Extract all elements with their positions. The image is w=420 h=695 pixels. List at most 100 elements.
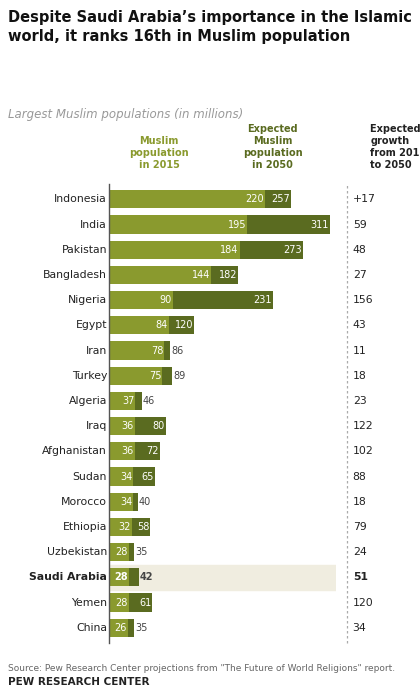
Text: 59: 59 bbox=[353, 220, 366, 229]
Text: 86: 86 bbox=[171, 345, 184, 356]
Bar bbox=[135, 442, 160, 460]
Text: +17: +17 bbox=[353, 195, 375, 204]
Bar bbox=[109, 265, 211, 284]
Bar bbox=[109, 215, 247, 234]
Text: 220: 220 bbox=[245, 195, 264, 204]
Text: 42: 42 bbox=[140, 573, 154, 582]
Bar bbox=[129, 543, 134, 562]
Text: Bangladesh: Bangladesh bbox=[43, 270, 107, 280]
Text: 46: 46 bbox=[143, 396, 155, 406]
Text: Algeria: Algeria bbox=[69, 396, 107, 406]
Text: 37: 37 bbox=[122, 396, 134, 406]
Text: 184: 184 bbox=[220, 245, 239, 254]
Text: 65: 65 bbox=[142, 471, 154, 482]
Text: 34: 34 bbox=[120, 471, 132, 482]
Bar bbox=[109, 619, 128, 637]
Text: 28: 28 bbox=[114, 573, 128, 582]
Bar bbox=[109, 316, 169, 334]
Bar bbox=[129, 569, 139, 587]
Bar bbox=[128, 619, 134, 637]
Text: 72: 72 bbox=[147, 446, 159, 457]
Bar bbox=[135, 392, 142, 410]
Text: 90: 90 bbox=[160, 295, 172, 305]
Text: 32: 32 bbox=[118, 522, 131, 532]
Text: 11: 11 bbox=[353, 345, 366, 356]
Text: Iran: Iran bbox=[86, 345, 107, 356]
Text: 40: 40 bbox=[139, 497, 151, 507]
Bar bbox=[109, 565, 336, 590]
Text: Ethiopia: Ethiopia bbox=[63, 522, 107, 532]
Bar bbox=[109, 468, 133, 486]
Bar bbox=[109, 190, 265, 208]
Text: Source: Pew Research Center projections from "The Future of World Religions" rep: Source: Pew Research Center projections … bbox=[8, 664, 396, 673]
Text: 88: 88 bbox=[353, 471, 366, 482]
Text: 182: 182 bbox=[219, 270, 237, 280]
Bar bbox=[109, 493, 133, 511]
Text: 18: 18 bbox=[353, 370, 366, 381]
Bar bbox=[109, 392, 135, 410]
Text: 156: 156 bbox=[353, 295, 373, 305]
Text: 75: 75 bbox=[149, 370, 161, 381]
Text: 61: 61 bbox=[139, 598, 151, 607]
Bar bbox=[133, 468, 155, 486]
Bar bbox=[165, 341, 170, 359]
Text: Pakistan: Pakistan bbox=[62, 245, 107, 254]
Text: Expected
Muslim
population
in 2050: Expected Muslim population in 2050 bbox=[243, 124, 302, 170]
Bar bbox=[240, 240, 303, 259]
Text: 273: 273 bbox=[283, 245, 302, 254]
Text: Muslim
population
in 2015: Muslim population in 2015 bbox=[129, 136, 189, 170]
Text: Saudi Arabia: Saudi Arabia bbox=[29, 573, 107, 582]
Text: 35: 35 bbox=[135, 547, 147, 557]
Text: Expected %
growth
from 2015
to 2050: Expected % growth from 2015 to 2050 bbox=[370, 124, 420, 170]
Text: Despite Saudi Arabia’s importance in the Islamic
world, it ranks 16th in Muslim : Despite Saudi Arabia’s importance in the… bbox=[8, 10, 412, 44]
Bar bbox=[129, 594, 152, 612]
Text: 26: 26 bbox=[114, 623, 126, 632]
Bar bbox=[109, 543, 129, 562]
Text: 120: 120 bbox=[353, 598, 373, 607]
Text: 27: 27 bbox=[353, 270, 366, 280]
Text: Afghanistan: Afghanistan bbox=[42, 446, 107, 457]
Text: Yemen: Yemen bbox=[71, 598, 107, 607]
Text: Morocco: Morocco bbox=[61, 497, 107, 507]
Text: 23: 23 bbox=[353, 396, 366, 406]
Text: 28: 28 bbox=[116, 598, 128, 607]
Text: 34: 34 bbox=[353, 623, 366, 632]
Text: Turkey: Turkey bbox=[72, 370, 107, 381]
Text: Iraq: Iraq bbox=[86, 421, 107, 431]
Bar bbox=[109, 291, 173, 309]
Bar bbox=[211, 265, 238, 284]
Text: 18: 18 bbox=[353, 497, 366, 507]
Bar bbox=[173, 291, 273, 309]
Text: PEW RESEARCH CENTER: PEW RESEARCH CENTER bbox=[8, 677, 150, 687]
Text: 122: 122 bbox=[353, 421, 373, 431]
Bar bbox=[109, 518, 132, 536]
Text: 48: 48 bbox=[353, 245, 366, 254]
Text: India: India bbox=[80, 220, 107, 229]
Bar bbox=[169, 316, 194, 334]
Bar bbox=[265, 190, 291, 208]
Text: 43: 43 bbox=[353, 320, 366, 330]
Text: 311: 311 bbox=[310, 220, 328, 229]
Text: 78: 78 bbox=[151, 345, 163, 356]
Text: 24: 24 bbox=[353, 547, 366, 557]
Text: 58: 58 bbox=[137, 522, 149, 532]
Text: 79: 79 bbox=[353, 522, 366, 532]
Text: Egypt: Egypt bbox=[76, 320, 107, 330]
Bar bbox=[132, 518, 150, 536]
Text: 102: 102 bbox=[353, 446, 373, 457]
Text: 36: 36 bbox=[121, 446, 134, 457]
Text: 51: 51 bbox=[353, 573, 368, 582]
Text: Indonesia: Indonesia bbox=[54, 195, 107, 204]
Bar bbox=[109, 442, 135, 460]
Text: Sudan: Sudan bbox=[73, 471, 107, 482]
Bar bbox=[109, 594, 129, 612]
Text: 144: 144 bbox=[192, 270, 210, 280]
Text: Uzbekistan: Uzbekistan bbox=[47, 547, 107, 557]
Bar bbox=[109, 367, 163, 385]
Text: China: China bbox=[76, 623, 107, 632]
Bar bbox=[135, 417, 166, 435]
Bar bbox=[109, 417, 135, 435]
Bar bbox=[133, 493, 138, 511]
Text: 195: 195 bbox=[228, 220, 247, 229]
Text: 231: 231 bbox=[253, 295, 272, 305]
